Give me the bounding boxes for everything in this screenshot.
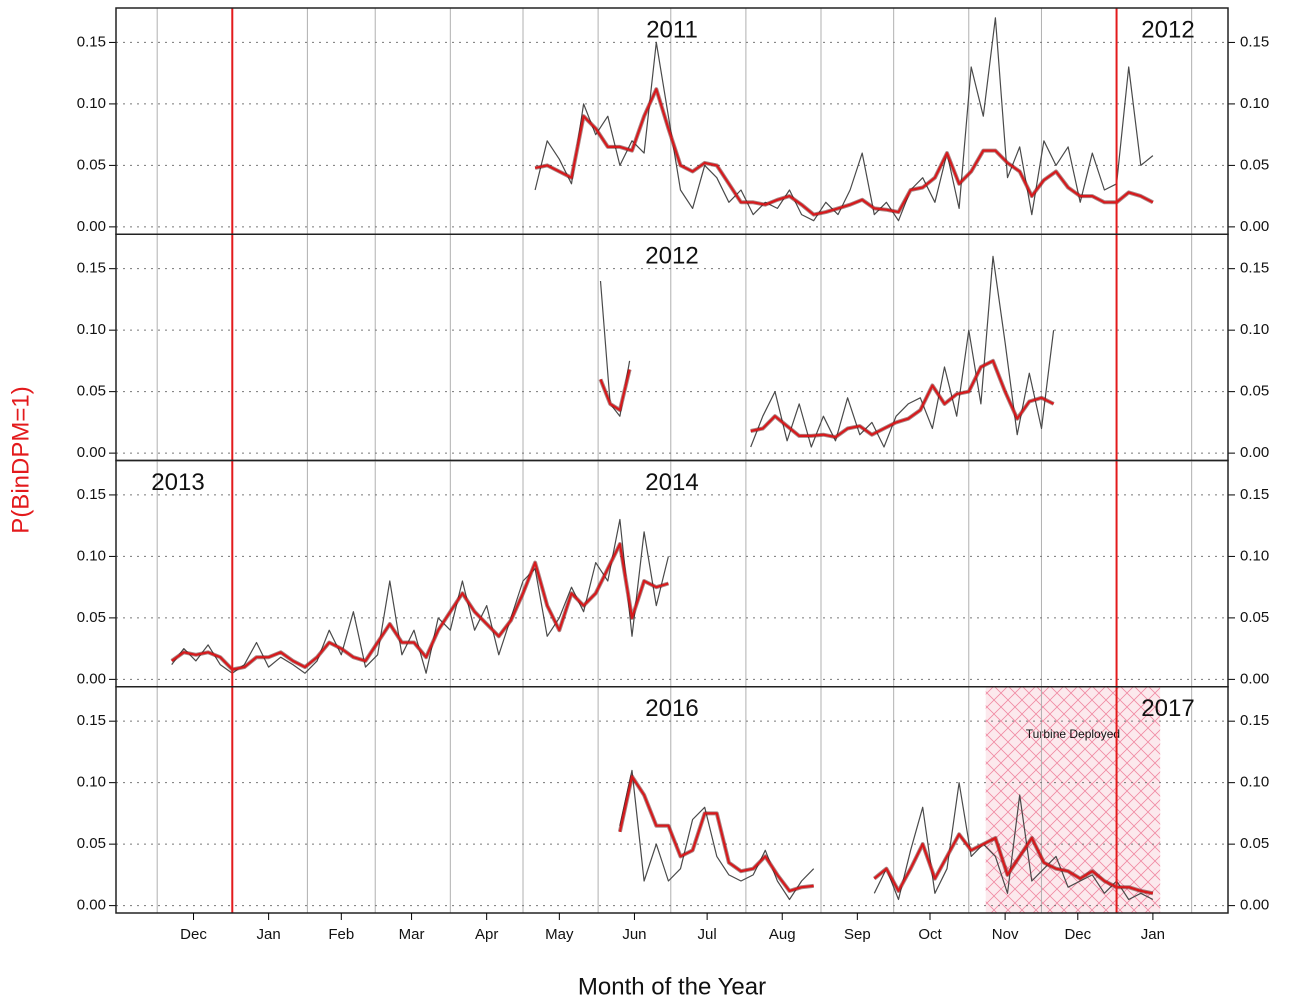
- y2-tick-label: 0.00: [1240, 897, 1269, 914]
- panel-frame: [115, 686, 1229, 914]
- smooth-line: [534, 88, 1154, 216]
- x-tick-label: Dec: [180, 926, 207, 943]
- y-tick-label: 0.10: [77, 547, 106, 564]
- y2-tick-label: 0.15: [1240, 712, 1269, 729]
- x-tick-label: Sep: [844, 926, 871, 943]
- y-tick-label: 0.00: [77, 897, 106, 914]
- y-tick-label: 0.05: [77, 835, 106, 852]
- corner-label: 2017: [1141, 695, 1194, 722]
- y2-tick-label: 0.15: [1240, 486, 1269, 503]
- y2-tick-label: 0.10: [1240, 321, 1269, 338]
- y-tick-label: 0.00: [77, 670, 106, 687]
- x-tick-label: May: [545, 926, 574, 943]
- y-tick-label: 0.05: [77, 156, 106, 173]
- y2-tick-label: 0.10: [1240, 774, 1269, 791]
- x-axis-title: Month of the Year: [578, 973, 766, 1000]
- panel-title: 2011: [646, 16, 698, 43]
- x-tick-label: Jun: [622, 926, 646, 943]
- x-tick-label: Oct: [918, 926, 942, 943]
- x-tick-label: Dec: [1064, 926, 1091, 943]
- y2-tick-label: 0.05: [1240, 609, 1269, 626]
- y2-tick-label: 0.00: [1240, 670, 1269, 687]
- y-tick-label: 0.00: [77, 444, 106, 461]
- panel-title: 2016: [645, 695, 698, 722]
- y-tick-label: 0.05: [77, 609, 106, 626]
- smooth-line-shadow: [598, 358, 1055, 440]
- smooth-line: [599, 359, 1055, 439]
- x-tick-label: Nov: [992, 926, 1019, 943]
- x-tick-label: Apr: [475, 926, 498, 943]
- corner-label: 2012: [1141, 16, 1194, 43]
- y-tick-label: 0.15: [77, 486, 106, 503]
- x-tick-label: Aug: [769, 926, 796, 943]
- y2-tick-label: 0.15: [1240, 260, 1269, 277]
- y2-tick-label: 0.00: [1240, 444, 1269, 461]
- x-tick-label: Mar: [399, 926, 425, 943]
- y-tick-label: 0.15: [77, 33, 106, 50]
- y2-tick-label: 0.00: [1240, 218, 1269, 235]
- x-tick-label: Jan: [257, 926, 281, 943]
- smooth-line: [171, 543, 669, 671]
- y2-tick-label: 0.15: [1240, 33, 1269, 50]
- raw-line: [619, 769, 1154, 901]
- y2-tick-label: 0.05: [1240, 835, 1269, 852]
- x-tick-label: Jan: [1141, 926, 1165, 943]
- y-tick-label: 0.00: [77, 218, 106, 235]
- panel-title: 2012: [645, 243, 698, 270]
- y2-tick-label: 0.05: [1240, 383, 1269, 400]
- raw-line: [534, 17, 1154, 222]
- smooth-line-shadow: [534, 87, 1154, 217]
- y-tick-label: 0.10: [77, 774, 106, 791]
- y-tick-label: 0.15: [77, 712, 106, 729]
- y-tick-label: 0.10: [77, 95, 106, 112]
- y2-tick-label: 0.10: [1240, 95, 1269, 112]
- raw-line: [599, 255, 1055, 448]
- y-tick-label: 0.05: [77, 383, 106, 400]
- y-tick-label: 0.10: [77, 321, 106, 338]
- y2-tick-label: 0.05: [1240, 156, 1269, 173]
- y-tick-label: 0.15: [77, 260, 106, 277]
- y2-tick-label: 0.10: [1240, 547, 1269, 564]
- x-tick-label: Feb: [328, 926, 354, 943]
- y-axis-title: P(BinDPM=1): [7, 386, 34, 533]
- x-tick-label: Jul: [698, 926, 717, 943]
- corner-label: 2013: [151, 469, 204, 496]
- panel-title: 2014: [645, 469, 698, 496]
- shade-label: Turbine Deployed: [1026, 727, 1120, 741]
- smooth-line: [618, 775, 1154, 895]
- shaded-hatch: [985, 686, 1161, 913]
